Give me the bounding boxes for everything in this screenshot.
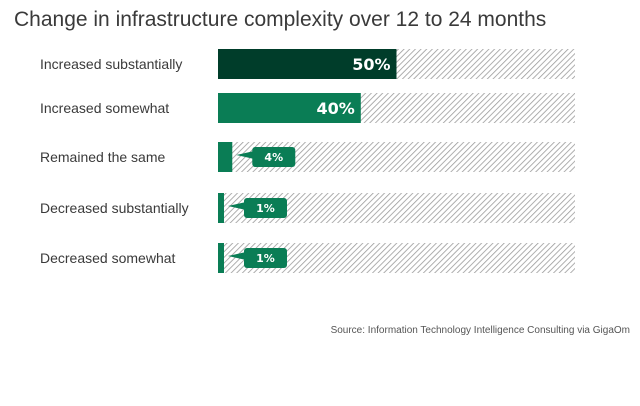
bar: [218, 93, 361, 123]
source-note: Source: Information Technology Intellige…: [330, 325, 630, 336]
value-label: 50%: [352, 55, 390, 74]
callout-box: [252, 147, 296, 167]
callout-pointer: [236, 151, 255, 159]
callout-pointer: [228, 252, 246, 260]
bar: [218, 193, 224, 223]
category-label: Decreased substantially: [40, 200, 189, 216]
category-label: Remained the same: [40, 149, 166, 165]
bar: [218, 142, 233, 172]
value-label: 4%: [264, 151, 283, 164]
bar: [218, 243, 224, 273]
value-label: 40%: [317, 99, 355, 118]
category-label: Increased somewhat: [40, 100, 169, 116]
category-label: Increased substantially: [40, 56, 182, 72]
value-label: 1%: [256, 202, 275, 215]
value-label: 1%: [256, 252, 275, 265]
bar: [218, 49, 397, 79]
category-label: Decreased somewhat: [40, 250, 176, 266]
callout-pointer: [228, 202, 246, 210]
callout-box: [244, 198, 287, 218]
callout-box: [244, 248, 287, 268]
chart-title: Change in infrastructure complexity over…: [14, 8, 547, 31]
